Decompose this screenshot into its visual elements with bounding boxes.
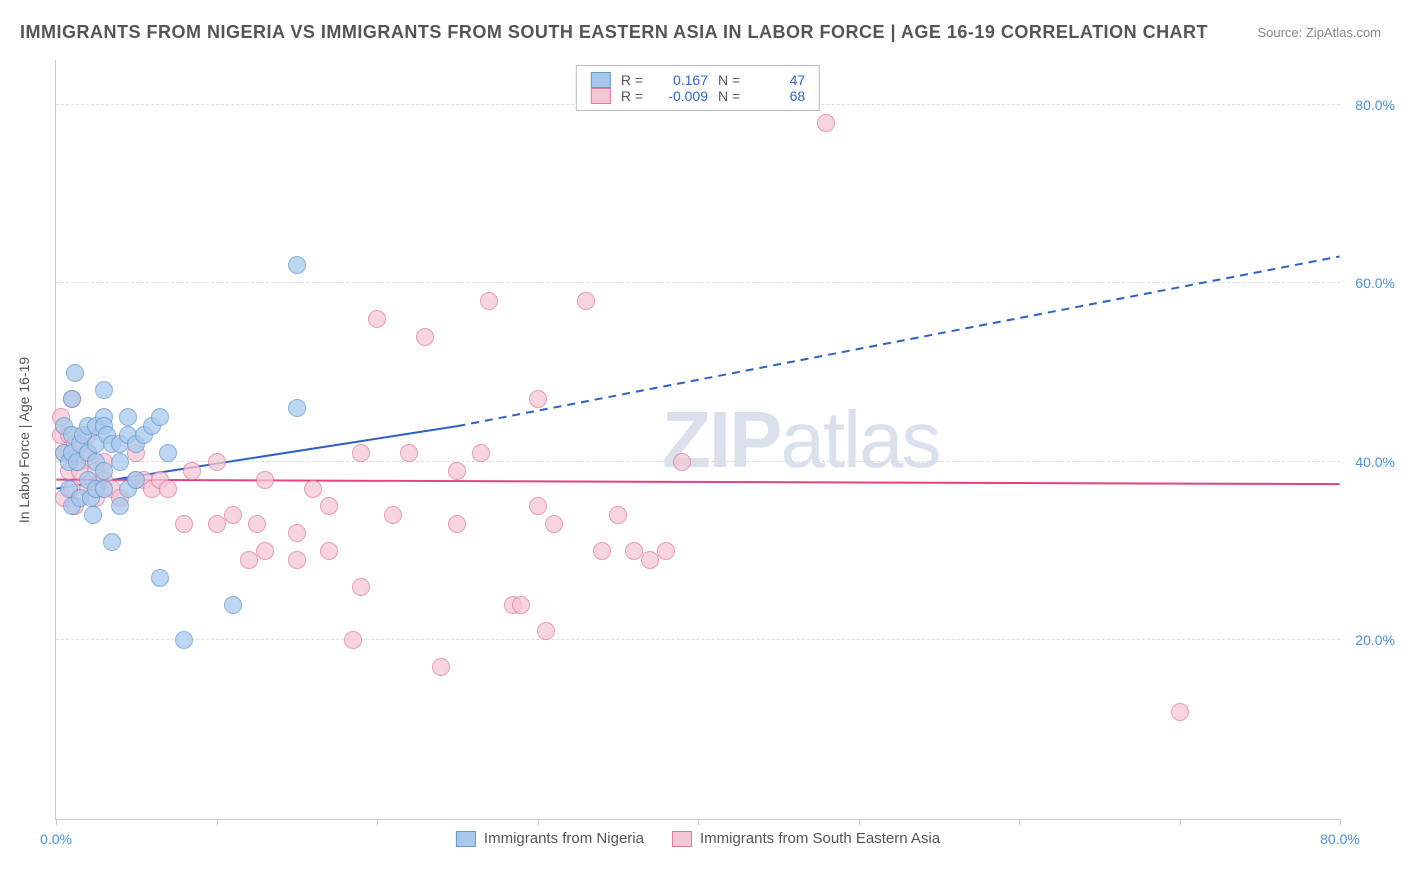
series1-point	[288, 256, 306, 274]
correlation-legend: R = 0.167 N = 47 R = -0.009 N = 68	[576, 65, 820, 111]
plot-area: ZIPatlas R = 0.167 N = 47 R = -0.009 N =…	[55, 60, 1340, 820]
x-tick-label: 0.0%	[40, 831, 72, 847]
series2-point	[641, 551, 659, 569]
legend-row-series2: R = -0.009 N = 68	[591, 88, 805, 104]
series1-point	[66, 364, 84, 382]
series2-point	[288, 524, 306, 542]
watermark: ZIPatlas	[662, 394, 939, 486]
series2-point	[224, 506, 242, 524]
series2-point	[352, 578, 370, 596]
x-tick	[377, 819, 378, 825]
series2-label: Immigrants from South Eastern Asia	[700, 830, 940, 847]
series2-point	[175, 515, 193, 533]
swatch-series2-b	[672, 831, 692, 847]
y-axis-label: In Labor Force | Age 16-19	[16, 356, 32, 522]
r-value-1: 0.167	[653, 72, 708, 88]
series2-point	[512, 596, 530, 614]
series2-point	[304, 480, 322, 498]
x-tick	[538, 819, 539, 825]
x-tick-label: 80.0%	[1320, 831, 1360, 847]
series1-point	[95, 480, 113, 498]
series2-point	[448, 515, 466, 533]
series2-point	[384, 506, 402, 524]
legend-item-1: Immigrants from Nigeria	[456, 830, 644, 847]
series2-point	[416, 328, 434, 346]
series2-point	[248, 515, 266, 533]
series1-point	[119, 408, 137, 426]
series2-point	[320, 497, 338, 515]
series2-point	[240, 551, 258, 569]
series2-point	[673, 453, 691, 471]
legend-row-series1: R = 0.167 N = 47	[591, 72, 805, 88]
legend-item-2: Immigrants from South Eastern Asia	[672, 830, 940, 847]
series2-point	[609, 506, 627, 524]
series2-point	[448, 462, 466, 480]
series1-point	[127, 471, 145, 489]
series1-point	[95, 381, 113, 399]
series2-point	[256, 471, 274, 489]
series2-point	[208, 515, 226, 533]
x-tick	[1340, 819, 1341, 825]
gridline	[56, 639, 1340, 640]
series2-point	[817, 114, 835, 132]
series2-point	[256, 542, 274, 560]
series2-point	[529, 497, 547, 515]
series1-point	[103, 533, 121, 551]
series2-point	[577, 292, 595, 310]
x-tick	[1019, 819, 1020, 825]
series1-point	[151, 569, 169, 587]
series2-point	[472, 444, 490, 462]
series1-point	[84, 506, 102, 524]
chart-container: IMMIGRANTS FROM NIGERIA VS IMMIGRANTS FR…	[0, 0, 1406, 892]
series1-point	[151, 408, 169, 426]
series2-point	[529, 390, 547, 408]
series2-point	[344, 631, 362, 649]
series2-point	[159, 480, 177, 498]
series1-point	[159, 444, 177, 462]
y-tick-label: 60.0%	[1345, 275, 1395, 291]
gridline	[56, 461, 1340, 462]
swatch-series2	[591, 88, 611, 104]
series2-point	[400, 444, 418, 462]
series2-point	[1171, 703, 1189, 721]
y-tick-label: 80.0%	[1345, 97, 1395, 113]
swatch-series1-b	[456, 831, 476, 847]
gridline	[56, 282, 1340, 283]
series2-point	[657, 542, 675, 560]
y-tick-label: 20.0%	[1345, 632, 1395, 648]
r-value-2: -0.009	[653, 88, 708, 104]
series2-point	[537, 622, 555, 640]
series2-point	[183, 462, 201, 480]
series2-point	[432, 658, 450, 676]
series2-point	[320, 542, 338, 560]
series1-point	[111, 497, 129, 515]
source-label: Source: ZipAtlas.com	[1257, 25, 1381, 40]
x-tick	[859, 819, 860, 825]
series1-point	[111, 453, 129, 471]
series2-point	[480, 292, 498, 310]
series1-point	[224, 596, 242, 614]
series1-point	[288, 399, 306, 417]
swatch-series1	[591, 72, 611, 88]
series2-point	[593, 542, 611, 560]
n-value-1: 47	[750, 72, 805, 88]
x-tick	[1180, 819, 1181, 825]
series1-point	[63, 390, 81, 408]
y-tick-label: 40.0%	[1345, 454, 1395, 470]
series1-point	[95, 462, 113, 480]
series1-label: Immigrants from Nigeria	[484, 830, 644, 847]
n-value-2: 68	[750, 88, 805, 104]
x-tick	[698, 819, 699, 825]
series2-point	[545, 515, 563, 533]
x-tick	[56, 819, 57, 825]
series2-point	[208, 453, 226, 471]
x-tick	[217, 819, 218, 825]
series-legend: Immigrants from Nigeria Immigrants from …	[456, 830, 940, 847]
series2-point	[352, 444, 370, 462]
trendline-series2	[56, 480, 1339, 484]
series1-point	[175, 631, 193, 649]
chart-title: IMMIGRANTS FROM NIGERIA VS IMMIGRANTS FR…	[20, 22, 1208, 43]
series2-point	[288, 551, 306, 569]
series2-point	[368, 310, 386, 328]
